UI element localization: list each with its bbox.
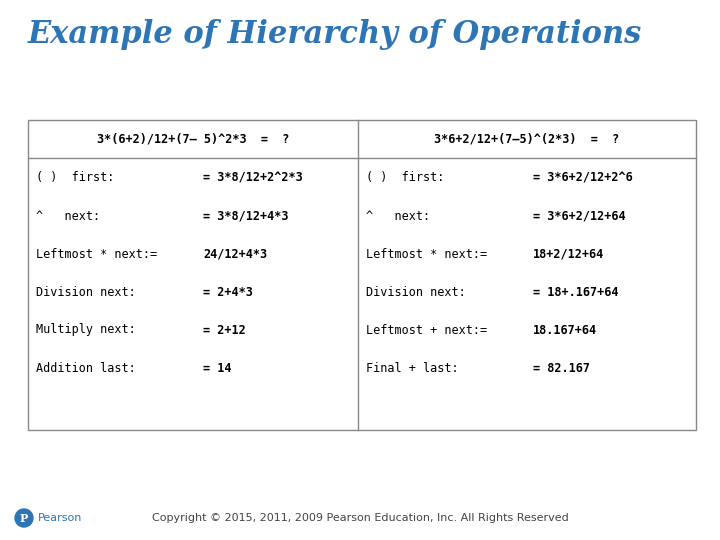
Text: Leftmost * next:=: Leftmost * next:=	[366, 247, 487, 260]
Text: 18.167+64: 18.167+64	[533, 323, 597, 336]
Text: = 3*8/12+4*3: = 3*8/12+4*3	[203, 210, 289, 222]
Circle shape	[15, 509, 33, 527]
Text: 24/12+4*3: 24/12+4*3	[203, 247, 267, 260]
Text: Leftmost + next:=: Leftmost + next:=	[366, 323, 487, 336]
Text: Leftmost * next:=: Leftmost * next:=	[36, 247, 157, 260]
Text: Final + last:: Final + last:	[366, 361, 459, 375]
Text: Division next:: Division next:	[366, 286, 466, 299]
Text: ^   next:: ^ next:	[366, 210, 430, 222]
Text: Example of Hierarchy of Operations: Example of Hierarchy of Operations	[28, 19, 642, 51]
Text: P: P	[20, 512, 28, 523]
Text: 18+2/12+64: 18+2/12+64	[533, 247, 604, 260]
Text: = 3*6+2/12+2^6: = 3*6+2/12+2^6	[533, 172, 633, 185]
Text: = 82.167: = 82.167	[533, 361, 590, 375]
Text: ^   next:: ^ next:	[36, 210, 100, 222]
Text: Addition last:: Addition last:	[36, 361, 136, 375]
Text: Copyright © 2015, 2011, 2009 Pearson Education, Inc. All Rights Reserved: Copyright © 2015, 2011, 2009 Pearson Edu…	[152, 513, 568, 523]
Text: Multiply next:: Multiply next:	[36, 323, 136, 336]
Text: = 2+4*3: = 2+4*3	[203, 286, 253, 299]
Bar	[28, 120, 696, 430]
Text: = 14: = 14	[203, 361, 232, 375]
Text: Pearson: Pearson	[38, 513, 82, 523]
Text: ( )  first:: ( ) first:	[366, 172, 444, 185]
Text: ( )  first:: ( ) first:	[36, 172, 114, 185]
Text: = 2+12: = 2+12	[203, 323, 246, 336]
Text: = 3*6+2/12+64: = 3*6+2/12+64	[533, 210, 626, 222]
Text: 3*6+2/12+(7–5)^(2*3)  =  ?: 3*6+2/12+(7–5)^(2*3) = ?	[434, 132, 620, 145]
Text: 3*(6+2)/12+(7– 5)^2*3  =  ?: 3*(6+2)/12+(7– 5)^2*3 = ?	[96, 132, 289, 145]
Text: Division next:: Division next:	[36, 286, 136, 299]
Text: = 3*8/12+2^2*3: = 3*8/12+2^2*3	[203, 172, 302, 185]
Text: = 18+.167+64: = 18+.167+64	[533, 286, 618, 299]
